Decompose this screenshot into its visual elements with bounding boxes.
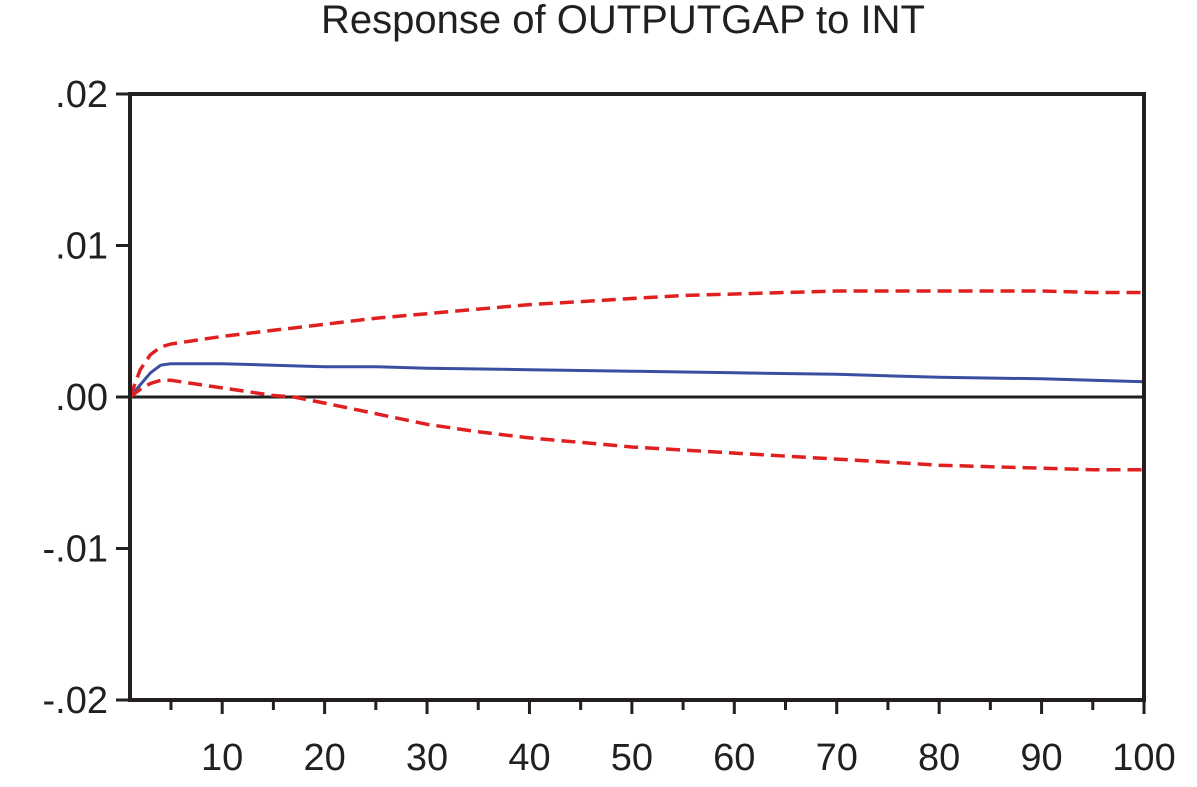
y-tick-label: -.01	[43, 529, 108, 571]
y-tick-label: .01	[55, 226, 108, 268]
series-layer	[128, 289, 1145, 472]
y-tick-label: -.02	[43, 680, 108, 722]
x-tick-label: 70	[816, 737, 858, 779]
x-tick-label: 60	[713, 737, 755, 779]
x-tick-label: 30	[406, 737, 448, 779]
x-tick-label: 90	[1020, 737, 1062, 779]
response-line	[128, 362, 1145, 398]
y-axis-ticks	[116, 92, 130, 702]
y-tick-label: .00	[55, 377, 108, 419]
x-tick-label: 100	[1112, 737, 1175, 779]
y-tick-label: .02	[55, 74, 108, 116]
y-axis-labels: .02 .01 .00 -.01 -.02	[43, 74, 108, 722]
plot-frame	[128, 92, 1146, 702]
x-axis-labels: 10 20 30 40 50 60 70 80 90 100	[201, 737, 1176, 779]
lower-band-line	[128, 378, 1144, 472]
x-tick-label: 50	[611, 737, 653, 779]
x-tick-label: 20	[303, 737, 345, 779]
x-tick-label: 40	[508, 737, 550, 779]
x-axis-ticks	[169, 700, 1146, 714]
x-tick-label: 10	[201, 737, 243, 779]
chart-title: Response of OUTPUTGAP to INT	[321, 0, 925, 42]
x-tick-label: 80	[918, 737, 960, 779]
upper-band-line	[128, 289, 1144, 398]
